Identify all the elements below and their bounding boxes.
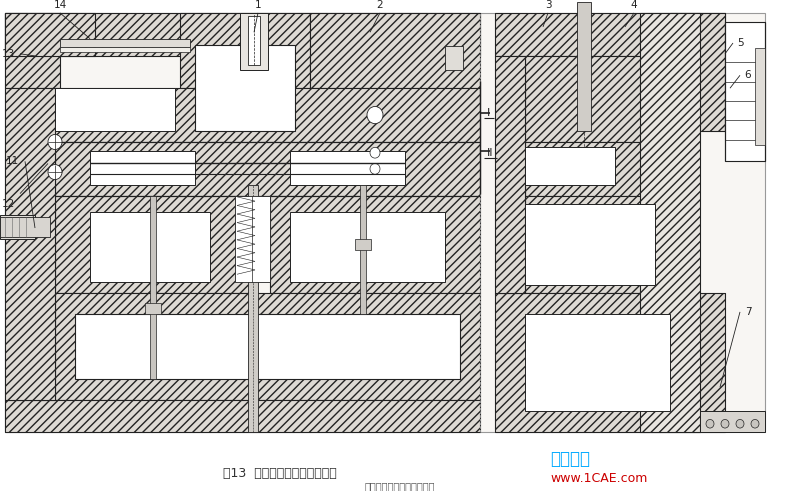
Text: 11: 11: [6, 156, 18, 166]
Bar: [310, 13, 480, 88]
Text: 4: 4: [630, 0, 638, 10]
Bar: [525, 142, 670, 196]
Circle shape: [736, 419, 744, 428]
Bar: [640, 13, 700, 433]
Bar: [495, 293, 725, 433]
Bar: [5, 88, 55, 400]
Circle shape: [367, 107, 383, 124]
Bar: [577, 2, 591, 131]
Circle shape: [721, 419, 729, 428]
Bar: [525, 147, 615, 185]
Text: 3: 3: [545, 0, 551, 10]
Bar: [670, 13, 725, 131]
Bar: [360, 185, 366, 314]
Bar: [755, 49, 765, 145]
Bar: [270, 196, 480, 293]
Bar: [290, 151, 405, 185]
Text: 5: 5: [737, 38, 743, 48]
Bar: [5, 400, 480, 433]
Bar: [290, 212, 445, 282]
Circle shape: [48, 135, 62, 149]
Bar: [270, 196, 480, 293]
Bar: [640, 13, 700, 433]
Text: 2: 2: [377, 0, 383, 10]
Text: 1: 1: [254, 0, 262, 10]
Bar: [55, 88, 480, 142]
Bar: [495, 13, 725, 56]
Bar: [55, 142, 480, 196]
Text: II: II: [487, 148, 494, 158]
Bar: [525, 204, 655, 285]
Bar: [55, 88, 175, 131]
Text: 仿真在线: 仿真在线: [550, 450, 590, 467]
Bar: [495, 293, 725, 433]
Bar: [525, 142, 670, 196]
Bar: [150, 196, 156, 379]
Text: 图13  叠层模具设计与注射模拟: 图13 叠层模具设计与注射模拟: [223, 467, 337, 480]
Circle shape: [370, 147, 380, 158]
Bar: [75, 314, 460, 379]
Bar: [240, 13, 268, 70]
Bar: [55, 293, 480, 400]
Bar: [5, 13, 60, 88]
Bar: [180, 13, 310, 88]
Bar: [248, 16, 260, 64]
Bar: [5, 13, 480, 56]
Bar: [670, 13, 725, 131]
Circle shape: [751, 419, 759, 428]
Bar: [55, 88, 480, 142]
Circle shape: [370, 164, 380, 174]
Bar: [55, 196, 255, 293]
Bar: [145, 303, 161, 314]
Text: 13: 13: [2, 49, 14, 59]
Bar: [55, 142, 480, 196]
Bar: [495, 56, 525, 293]
Bar: [725, 22, 765, 162]
Bar: [5, 13, 60, 88]
Bar: [5, 13, 95, 56]
Bar: [445, 46, 463, 70]
Text: I: I: [487, 108, 490, 118]
Text: 7: 7: [745, 307, 751, 317]
Bar: [5, 400, 480, 433]
Bar: [495, 13, 725, 56]
Bar: [700, 411, 765, 433]
Bar: [90, 212, 210, 282]
Bar: [0, 215, 35, 239]
Bar: [180, 13, 310, 88]
Circle shape: [48, 164, 62, 180]
Text: 6: 6: [745, 70, 751, 81]
Bar: [495, 56, 525, 293]
Bar: [248, 185, 258, 433]
Bar: [355, 239, 371, 249]
Bar: [235, 196, 270, 282]
Text: 12: 12: [2, 199, 14, 209]
Bar: [195, 45, 295, 131]
Text: 叠层式注射模具设计与应用: 叠层式注射模具设计与应用: [365, 481, 435, 491]
Bar: [55, 196, 255, 293]
Bar: [525, 56, 670, 142]
Bar: [5, 13, 480, 56]
Bar: [60, 39, 190, 47]
Bar: [525, 314, 670, 411]
Text: www.1CAE.com: www.1CAE.com: [550, 472, 647, 485]
Bar: [55, 293, 480, 400]
Bar: [60, 47, 190, 52]
Bar: [5, 88, 55, 400]
Bar: [0, 217, 50, 237]
Bar: [90, 151, 195, 185]
Bar: [525, 196, 670, 293]
Bar: [310, 13, 480, 88]
Circle shape: [706, 419, 714, 428]
Text: 14: 14: [54, 0, 66, 10]
Bar: [5, 13, 95, 56]
Bar: [525, 56, 670, 142]
Bar: [525, 196, 670, 293]
